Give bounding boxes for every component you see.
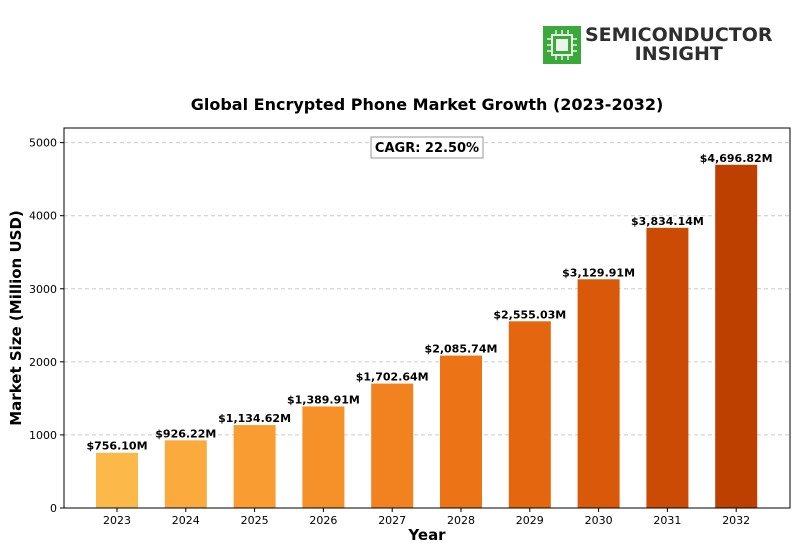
bar xyxy=(508,321,551,508)
y-tick-label: 3000 xyxy=(29,283,57,296)
chip-icon xyxy=(543,26,581,64)
bar-value-label: $1,389.91M xyxy=(287,393,360,406)
bar-value-label: $3,834.14M xyxy=(631,215,704,228)
x-tick-label: 2031 xyxy=(653,514,681,527)
x-tick-label: 2023 xyxy=(103,514,131,527)
plot-frame xyxy=(63,127,791,509)
bar-value-label: $4,696.82M xyxy=(700,152,773,165)
bar-value-label: $756.10M xyxy=(86,440,147,453)
cagr-box-border xyxy=(370,136,484,159)
y-tick-label: 4000 xyxy=(29,210,57,223)
x-tick-label: 2026 xyxy=(309,514,337,527)
y-tick-label: 0 xyxy=(50,502,57,515)
cagr-label: CAGR: 22.50% xyxy=(375,141,479,156)
y-tick-label: 2000 xyxy=(29,356,57,369)
bar xyxy=(96,452,138,508)
brand-logo: SEMICONDUCTOR INSIGHT xyxy=(543,24,773,66)
bar-value-label: $2,555.03M xyxy=(493,308,566,321)
x-tick-label: 2030 xyxy=(585,514,613,527)
bar-value-label: $1,702.64M xyxy=(356,371,429,384)
bar-series: $756.10M $926.22M$1,134.62M $1,389.91M $1,7… xyxy=(86,152,773,508)
bar xyxy=(646,227,689,508)
x-tick-label: 2025 xyxy=(241,514,269,527)
brand-name: SEMICONDUCTOR INSIGHT xyxy=(585,26,773,64)
y-tick-label: 5000 xyxy=(29,137,57,150)
x-tick-label: 2027 xyxy=(378,514,406,527)
cagr-annotation: CAGR: 22.50% xyxy=(370,136,484,159)
bar-value-label: $3,129.91M xyxy=(562,266,635,279)
bar-value-label: $926.22M xyxy=(155,427,216,440)
bar xyxy=(233,425,276,508)
x-axis-title: Year xyxy=(407,526,446,544)
y-tick-label: 1000 xyxy=(29,429,57,442)
bar-value-label: $2,085.74M xyxy=(425,343,498,356)
brand-name-line2: INSIGHT xyxy=(634,43,723,65)
x-tick-label: 2029 xyxy=(516,514,544,527)
bar xyxy=(164,440,207,508)
y-axis-title: Market Size (Million USD) xyxy=(7,210,25,426)
x-tick-label: 2032 xyxy=(722,514,750,527)
y-axis-ticks: 0 1000 2000 3000 4000 5000 xyxy=(29,137,64,515)
x-tick-label: 2024 xyxy=(172,514,200,527)
bar xyxy=(715,164,758,508)
bar xyxy=(577,279,620,508)
bar xyxy=(440,355,482,508)
x-tick-label: 2028 xyxy=(447,514,475,527)
bar-value-label: $1,134.62M xyxy=(218,412,291,425)
bar xyxy=(371,383,414,508)
x-axis-ticks: 2023 2024 2025 2026 2027 2028 2029 2030 2031 2032 xyxy=(103,508,750,527)
brand-name-line1: SEMICONDUCTOR xyxy=(585,24,773,46)
chart-title: Global Encrypted Phone Market Growth (20… xyxy=(191,95,664,114)
bar xyxy=(302,406,345,508)
